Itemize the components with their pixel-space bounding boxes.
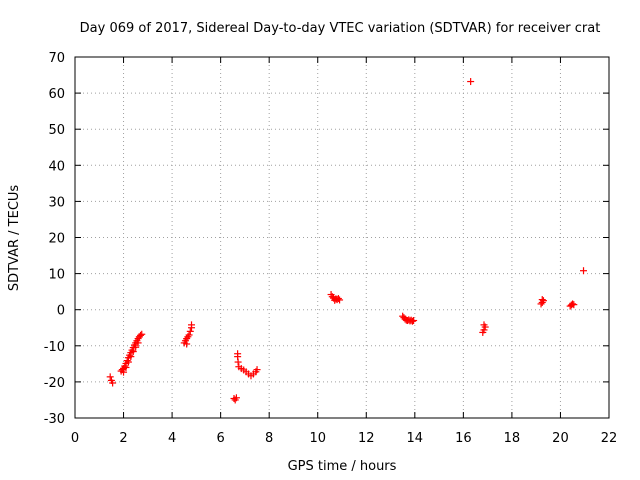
x-tick-label: 18 — [504, 431, 521, 446]
data-point — [129, 348, 137, 356]
data-point — [580, 267, 588, 275]
x-tick-label: 4 — [168, 431, 176, 446]
x-tick-label: 20 — [552, 431, 569, 446]
y-tick-label: -10 — [44, 340, 65, 355]
data-point — [334, 295, 342, 303]
y-tick-labels: -30 -20 -10 0 10 20 30 40 50 60 70 — [44, 51, 65, 427]
data-point — [328, 293, 336, 301]
x-tick-label: 16 — [455, 431, 472, 446]
x-tick-label: 10 — [309, 431, 326, 446]
data-point — [539, 297, 547, 305]
x-tick-label: 22 — [601, 431, 618, 446]
data-point — [127, 353, 135, 361]
data-point — [336, 296, 344, 304]
data-point — [138, 330, 146, 338]
y-tick-label: 20 — [48, 232, 65, 247]
y-axis-label: SDTVAR / TECUs — [7, 185, 22, 292]
data-point — [467, 78, 475, 86]
y-tick-label: 50 — [48, 123, 65, 138]
data-point — [480, 321, 488, 329]
x-axis-label: GPS time / hours — [288, 459, 397, 474]
y-tick-label: 40 — [48, 159, 65, 174]
data-point — [122, 363, 130, 371]
data-point — [132, 343, 140, 351]
data-point — [569, 300, 577, 308]
data-point — [410, 317, 418, 325]
y-tick-label: 60 — [48, 87, 65, 102]
data-point — [188, 321, 196, 329]
data-point — [570, 301, 578, 309]
data-point — [109, 379, 117, 387]
data-point — [106, 373, 114, 381]
data-point — [253, 366, 261, 374]
x-tick-label: 8 — [265, 431, 273, 446]
x-tick-label: 6 — [216, 431, 224, 446]
data-point — [408, 317, 416, 325]
x-tick-label: 14 — [407, 431, 424, 446]
x-tick-label: 12 — [358, 431, 375, 446]
x-tick-label: 2 — [119, 431, 127, 446]
y-tick-label: 30 — [48, 195, 65, 210]
y-tick-label: 70 — [48, 51, 65, 66]
data-points — [106, 78, 588, 404]
data-point — [134, 339, 142, 347]
x-tick-label: 0 — [71, 431, 79, 446]
axis-ticks — [74, 56, 610, 419]
data-point — [232, 394, 240, 402]
data-point — [120, 368, 128, 376]
y-tick-label: -20 — [44, 376, 65, 391]
data-point — [137, 331, 145, 339]
data-point — [183, 340, 191, 348]
data-point — [185, 331, 193, 339]
y-tick-label: 10 — [48, 268, 65, 283]
data-point — [538, 296, 546, 304]
data-point — [124, 358, 132, 366]
x-tick-labels: 0 2 4 6 8 10 12 14 16 18 20 22 — [71, 431, 617, 446]
y-tick-label: -30 — [44, 412, 65, 427]
data-point — [234, 358, 242, 366]
grid-lines — [75, 57, 609, 418]
chart-title: Day 069 of 2017, Sidereal Day-to-day VTE… — [80, 21, 601, 36]
data-point — [186, 327, 194, 335]
y-tick-label: 0 — [57, 304, 65, 319]
